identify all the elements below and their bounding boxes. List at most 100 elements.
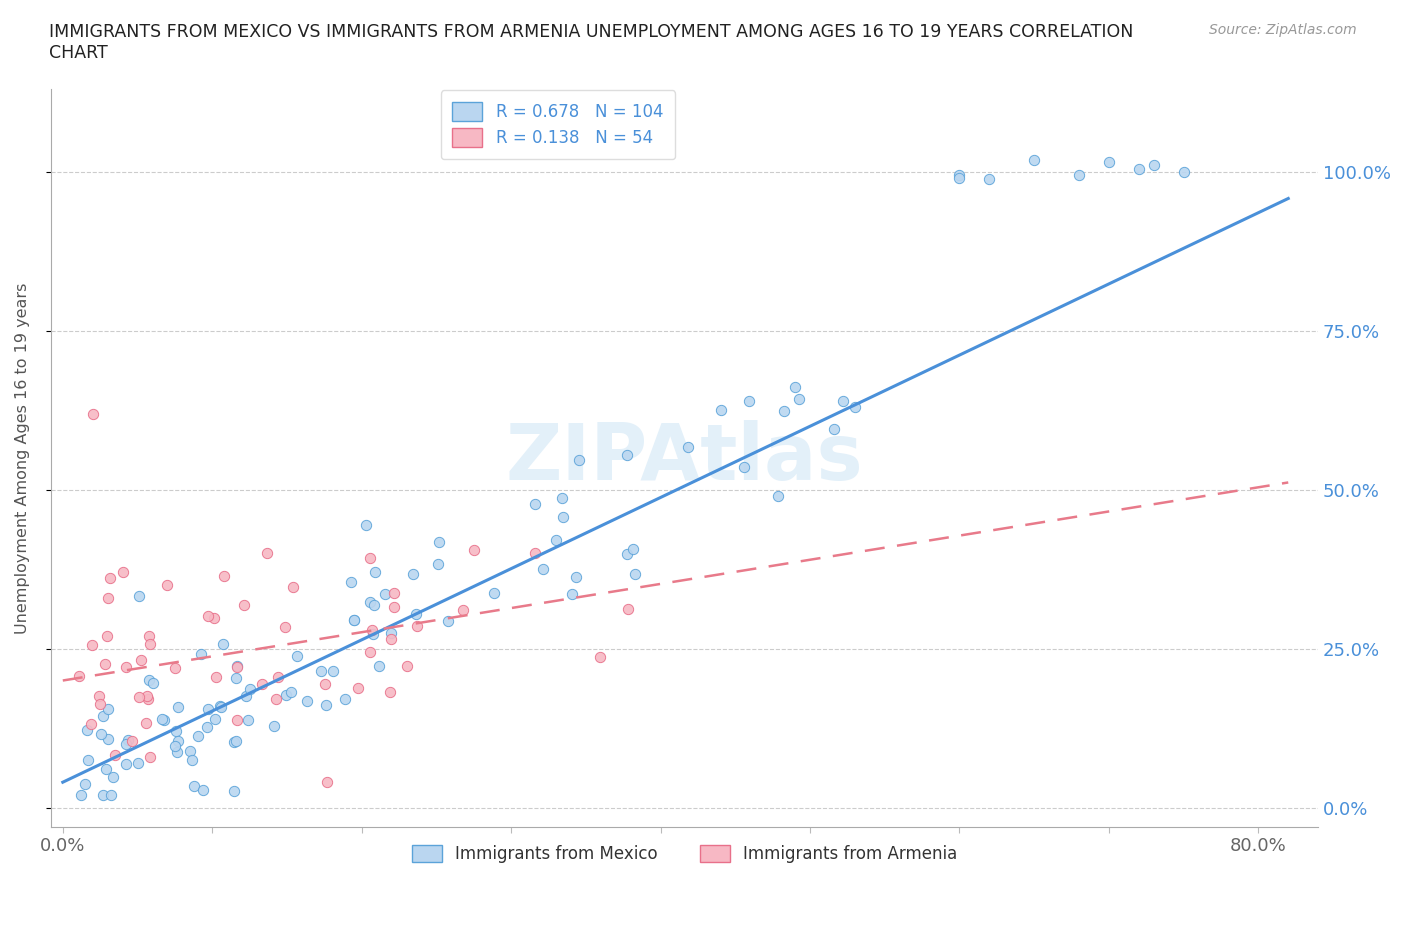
Point: [359, 645, 381, 660]
Point: [274, 687, 297, 702]
Point: [463, 542, 485, 557]
Point: [395, 658, 418, 673]
Point: [564, 570, 586, 585]
Point: [205, 670, 228, 684]
Point: [165, 724, 187, 738]
Point: [551, 490, 574, 505]
Point: [359, 594, 381, 609]
Point: [115, 660, 138, 675]
Point: [103, 748, 125, 763]
Point: [823, 422, 845, 437]
Point: [378, 684, 401, 699]
Point: [561, 587, 583, 602]
Point: [183, 778, 205, 793]
Point: [82, 406, 104, 421]
Point: [1173, 165, 1195, 179]
Point: [163, 660, 186, 675]
Point: [531, 562, 554, 577]
Point: [128, 690, 150, 705]
Point: [131, 652, 153, 667]
Point: [101, 770, 124, 785]
Point: [1143, 157, 1166, 172]
Point: [340, 575, 363, 590]
Point: [180, 752, 202, 767]
Point: [979, 171, 1001, 186]
Point: [568, 453, 591, 468]
Point: [222, 783, 245, 798]
Point: [1128, 161, 1150, 176]
Point: [191, 782, 214, 797]
Point: [156, 578, 179, 592]
Point: [77, 753, 100, 768]
Point: [374, 587, 396, 602]
Point: [179, 744, 201, 759]
Point: [406, 618, 429, 633]
Point: [710, 403, 733, 418]
Point: [1098, 154, 1121, 169]
Point: [197, 609, 219, 624]
Point: [1024, 153, 1046, 167]
Point: [202, 610, 225, 625]
Point: [623, 566, 645, 581]
Point: [252, 676, 274, 691]
Point: [274, 619, 297, 634]
Point: [190, 646, 212, 661]
Point: [482, 586, 505, 601]
Point: [363, 598, 385, 613]
Point: [87, 688, 110, 703]
Point: [225, 734, 247, 749]
Point: [94, 762, 117, 777]
Point: [226, 712, 249, 727]
Point: [209, 699, 232, 714]
Point: [322, 663, 344, 678]
Point: [226, 658, 249, 673]
Point: [127, 755, 149, 770]
Point: [361, 622, 384, 637]
Point: [135, 716, 157, 731]
Point: [100, 788, 122, 803]
Point: [382, 585, 405, 600]
Point: [616, 448, 638, 463]
Point: [844, 400, 866, 415]
Point: [239, 682, 262, 697]
Point: [380, 626, 402, 641]
Point: [333, 692, 356, 707]
Point: [70, 788, 93, 803]
Text: ZIPAtlas: ZIPAtlas: [506, 420, 863, 496]
Point: [616, 547, 638, 562]
Point: [738, 393, 761, 408]
Point: [138, 672, 160, 687]
Point: [96, 628, 118, 643]
Point: [616, 602, 638, 617]
Point: [93, 709, 115, 724]
Point: [226, 659, 249, 674]
Point: [165, 738, 187, 753]
Point: [166, 744, 188, 759]
Point: [380, 631, 402, 646]
Point: [733, 459, 755, 474]
Point: [831, 393, 853, 408]
Point: [315, 698, 337, 712]
Point: [523, 545, 546, 560]
Point: [1067, 167, 1090, 182]
Point: [256, 546, 278, 561]
Point: [97, 731, 120, 746]
Point: [153, 712, 176, 727]
Point: [309, 663, 332, 678]
Point: [772, 404, 794, 418]
Point: [117, 733, 139, 748]
Point: [204, 711, 226, 726]
Point: [114, 756, 136, 771]
Point: [297, 694, 319, 709]
Point: [405, 606, 427, 621]
Point: [97, 591, 120, 605]
Point: [267, 670, 290, 684]
Point: [98, 570, 121, 585]
Point: [187, 728, 209, 743]
Point: [235, 688, 257, 703]
Point: [93, 788, 115, 803]
Point: [209, 699, 232, 714]
Point: [588, 650, 610, 665]
Point: [67, 669, 90, 684]
Point: [94, 657, 117, 671]
